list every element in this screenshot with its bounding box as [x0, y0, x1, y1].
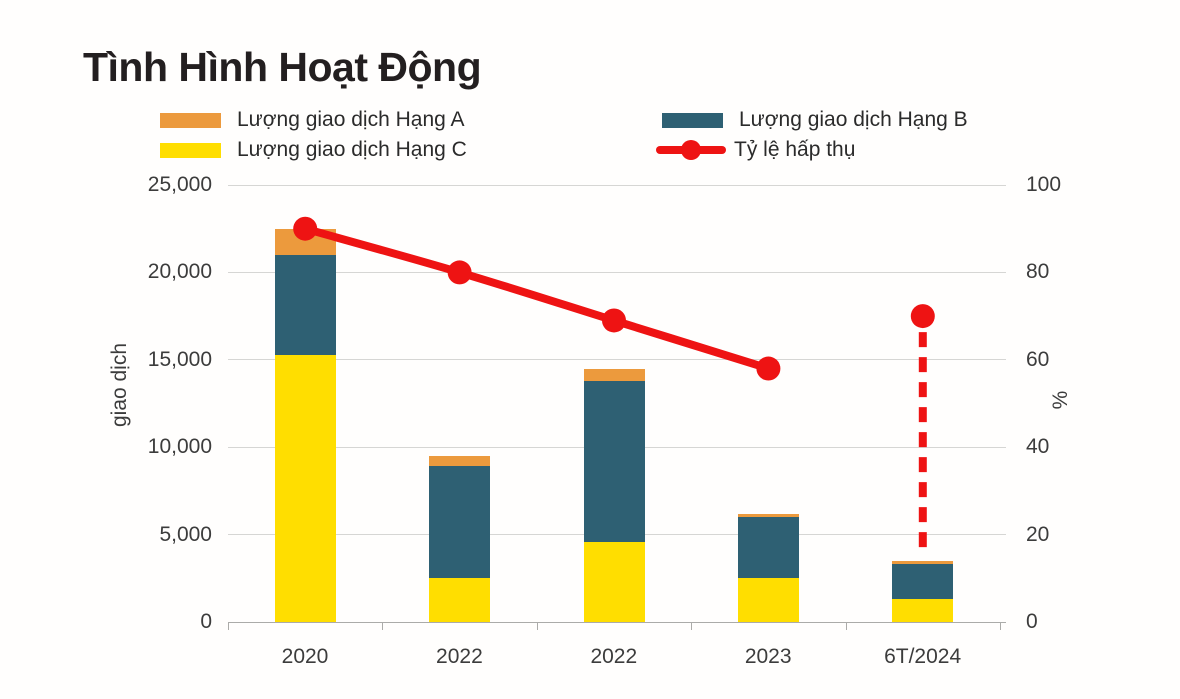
gridline — [228, 184, 1006, 186]
bar-segment-hang-c-2 — [583, 541, 645, 622]
x-axis-label-1: 2022 — [436, 645, 483, 668]
legend-swatch-hang-b-icon — [662, 112, 723, 128]
right-axis-tick-label: 100 — [1026, 173, 1062, 196]
bar-segment-hang-b-2 — [583, 380, 645, 542]
legend-swatch-hang-c-icon — [160, 142, 221, 158]
left-axis-tick-label: 10,000 — [147, 435, 212, 459]
bar-segment-hang-a-0 — [274, 228, 336, 255]
right-axis-tick-label: 0 — [1026, 610, 1038, 633]
x-axis-label-0: 2020 — [281, 645, 329, 668]
x-axis-tick — [382, 622, 384, 630]
legend-label-hang-a: Lượng giao dịch Hạng A — [237, 108, 465, 131]
left-axis-tick-label: 0 — [200, 610, 212, 633]
legend-label-hang-b: Lượng giao dịch Hạng B — [739, 108, 968, 131]
right-axis-tick-label: 40 — [1026, 435, 1050, 459]
x-axis-tick — [228, 622, 229, 630]
x-axis-tick — [536, 622, 538, 630]
legend-swatch-hang-a-icon — [160, 112, 221, 128]
right-axis-tick-label: 80 — [1026, 260, 1050, 284]
x-axis-label-2: 2022 — [590, 645, 638, 668]
bar-segment-hang-b-3 — [737, 517, 799, 579]
x-axis-tick — [691, 622, 693, 630]
x-axis-label-4: 6T/2024 — [884, 645, 962, 668]
absorption-line — [301, 224, 773, 373]
bar-segment-hang-a-4 — [892, 560, 954, 565]
legend-item-ty-le-hap-thu: Tỷ lệ hấp thụ — [656, 135, 855, 165]
right-axis-tick-label: 20 — [1026, 522, 1050, 546]
legend-label-ty-le-hap-thu: Tỷ lệ hấp thụ — [734, 138, 856, 161]
left-axis-tick-label: 25,000 — [147, 173, 212, 196]
bar-segment-hang-b-4 — [892, 564, 954, 600]
chart-title: Tình Hình Hoạt Động — [83, 44, 482, 90]
left-axis-tick-label: 20,000 — [147, 260, 212, 284]
gridline — [228, 271, 1006, 273]
x-axis-line — [228, 621, 1006, 623]
absorption-data-point-2 — [602, 308, 626, 333]
right-axis-tick-label: 60 — [1026, 347, 1050, 371]
left-axis-tick-label: 15,000 — [147, 347, 212, 371]
bar-segment-hang-c-1 — [429, 578, 491, 622]
x-axis-label-3: 2023 — [744, 645, 792, 668]
bar-segment-hang-b-0 — [274, 254, 336, 355]
bar-segment-hang-a-1 — [429, 455, 491, 467]
bar-segment-hang-c-4 — [892, 599, 954, 622]
absorption-data-point-4 — [910, 304, 935, 329]
bar-segment-hang-c-3 — [737, 578, 799, 622]
bar-segment-hang-a-3 — [737, 513, 799, 518]
legend-line-dot-icon — [656, 140, 726, 160]
left-axis-title: giao dịch — [108, 342, 131, 428]
left-axis-tick-label: 5,000 — [159, 522, 212, 546]
legend-item-hang-b: Lượng giao dịch Hạng B — [662, 105, 968, 135]
plot-area — [228, 184, 1006, 630]
legend-item-hang-a: Lượng giao dịch Hạng A — [160, 105, 464, 135]
x-axis-tick — [845, 622, 847, 630]
gridline — [228, 359, 1006, 361]
bar-segment-hang-a-2 — [583, 368, 645, 381]
legend-label-hang-c: Lượng giao dịch Hạng C — [237, 138, 467, 161]
bar-segment-hang-c-0 — [274, 354, 336, 622]
legend-item-hang-c: Lượng giao dịch Hạng C — [160, 135, 467, 165]
bar-segment-hang-b-1 — [429, 466, 491, 579]
x-axis-tick — [1000, 622, 1001, 630]
